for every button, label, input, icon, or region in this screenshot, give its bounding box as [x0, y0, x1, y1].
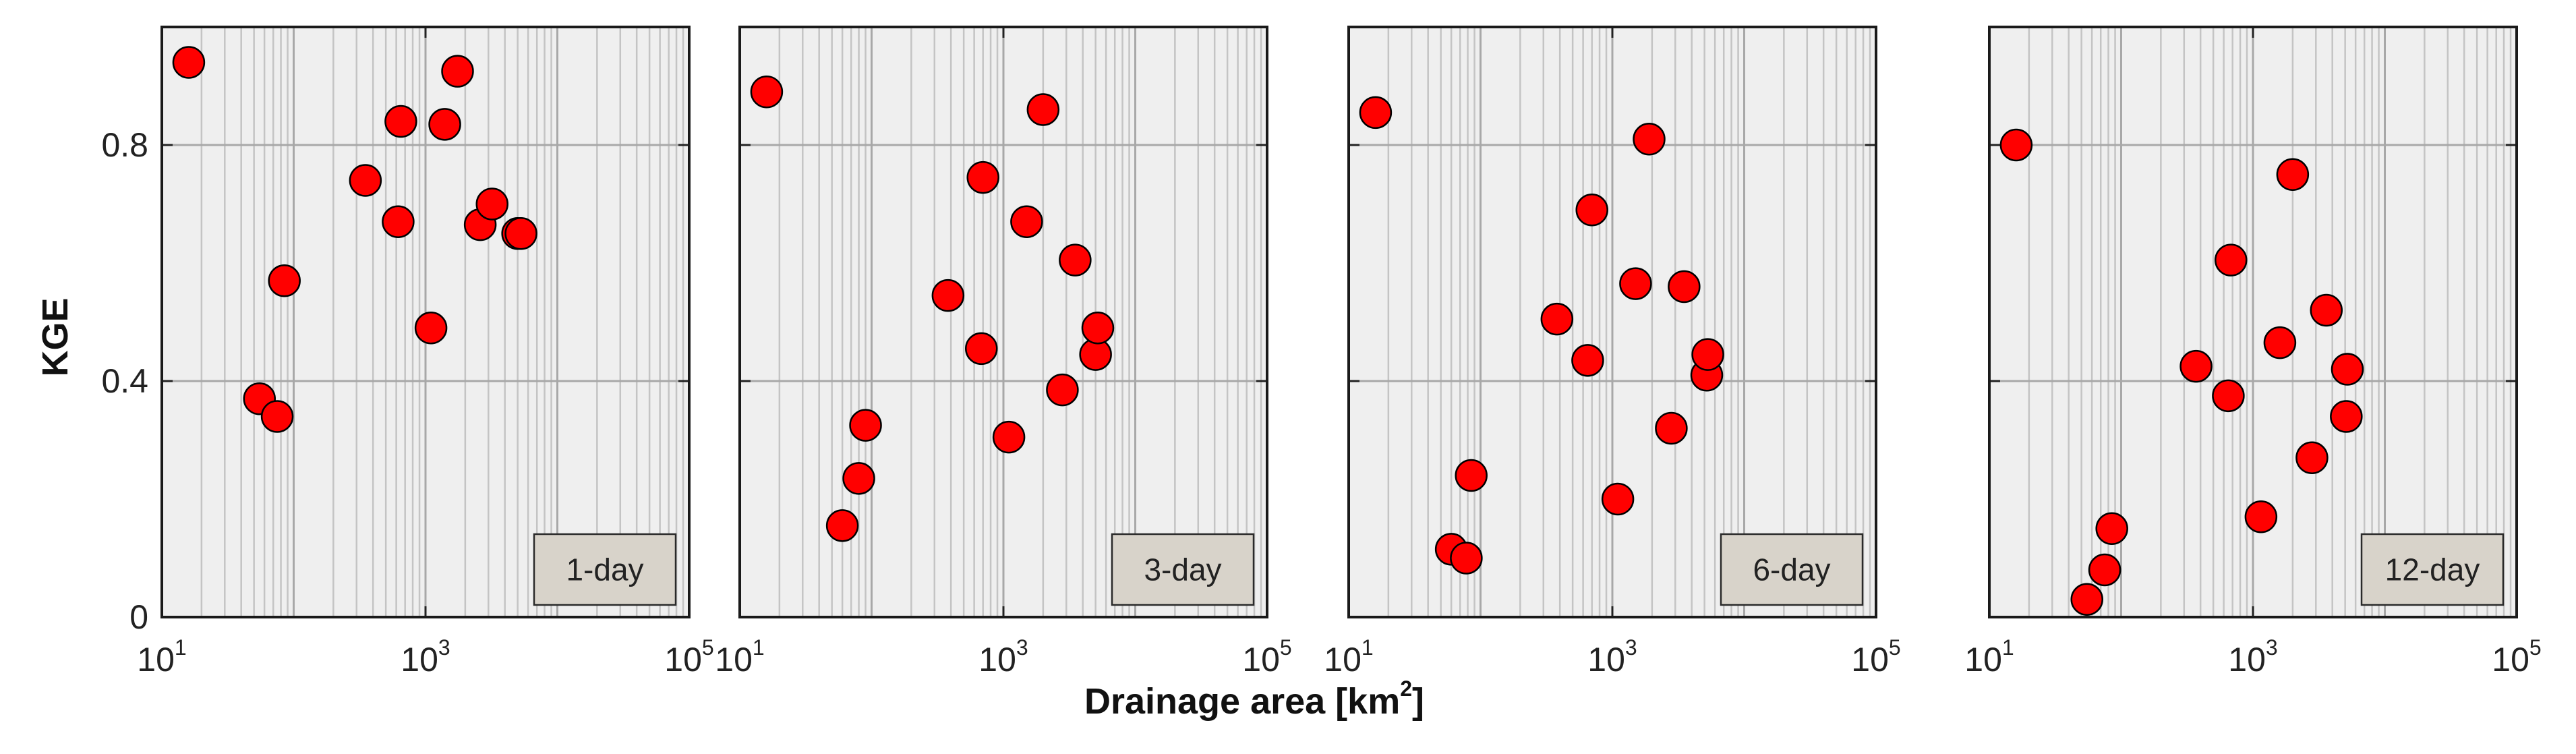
data-point: [825, 509, 859, 542]
y-tick-label: 0.8: [101, 126, 148, 164]
panel-label: 12-day: [2385, 552, 2480, 587]
plot-frame: [160, 26, 691, 618]
data-point: [382, 205, 415, 238]
data-point: [441, 55, 474, 88]
data-point: [1619, 267, 1652, 300]
data-point: [1691, 338, 1724, 371]
data-point: [1455, 459, 1488, 492]
data-point: [1633, 123, 1666, 156]
data-point: [842, 462, 875, 495]
x-tick-label: 103: [1587, 635, 1637, 678]
data-point: [1026, 93, 1060, 126]
data-point: [428, 108, 461, 141]
x-tick-label: 103: [401, 635, 450, 678]
data-point: [2215, 243, 2248, 277]
panel-label: 3-day: [1144, 552, 1221, 587]
plot-frame: [738, 26, 1268, 618]
data-point: [1571, 344, 1604, 377]
data-point: [2244, 500, 2278, 533]
data-point: [260, 400, 294, 433]
y-tick-label: 0: [129, 598, 148, 636]
panel-1: 1-day 0 0.4 0.8 101 103 105: [101, 26, 714, 678]
data-point: [1575, 194, 1608, 227]
panel-4: 12-day 101 103 105: [1964, 26, 2542, 678]
x-tick-label: 101: [1324, 635, 1373, 678]
panel-label: 1-day: [566, 552, 643, 587]
y-axis-label: KGE: [35, 297, 76, 376]
data-point: [1010, 205, 1043, 238]
data-point: [1601, 482, 1635, 516]
data-point: [172, 46, 206, 79]
data-point: [384, 105, 417, 138]
data-point: [992, 420, 1026, 454]
data-point: [849, 409, 882, 442]
data-point: [965, 332, 998, 366]
data-point: [1999, 128, 2033, 162]
plot-frame: [1988, 26, 2518, 618]
data-point: [931, 279, 965, 312]
x-tick-label: 105: [664, 635, 713, 678]
panel-label-box: [1720, 533, 1864, 606]
data-point: [1540, 302, 1574, 336]
panel-label-box: [2360, 533, 2505, 606]
panel-3: 6-day 101 103 105: [1324, 26, 1901, 678]
data-point: [2095, 512, 2128, 545]
plot-frame: [1347, 26, 1877, 618]
panel-label-box: [1111, 533, 1255, 606]
data-point: [2088, 553, 2121, 587]
data-point: [750, 76, 784, 109]
data-point: [2310, 293, 2343, 327]
data-point: [1046, 373, 1079, 407]
data-point: [966, 161, 999, 194]
panel-2: 3-day 101 103 105: [715, 26, 1292, 678]
x-tick-label: 101: [137, 635, 186, 678]
data-point: [414, 312, 448, 345]
x-tick-label: 105: [1851, 635, 1900, 678]
x-axis-label: Drainage area [km2]: [1084, 676, 1424, 722]
data-point: [2070, 583, 2103, 616]
x-tick-label: 101: [1964, 635, 2014, 678]
panel-label: 6-day: [1753, 552, 1830, 587]
data-point: [2330, 400, 2363, 433]
x-tick-label: 103: [978, 635, 1028, 678]
data-point: [1081, 312, 1115, 345]
x-tick-label: 105: [2492, 635, 2541, 678]
y-tick-label: 0.4: [101, 362, 148, 400]
data-point: [2263, 326, 2297, 359]
data-point: [1450, 542, 1483, 575]
data-point: [1359, 96, 1393, 129]
x-tick-label: 103: [2228, 635, 2277, 678]
data-point: [1668, 270, 1701, 303]
x-tick-label: 105: [1242, 635, 1291, 678]
data-point: [2212, 379, 2245, 413]
panel-label-box: [533, 533, 677, 606]
data-point: [2179, 349, 2213, 383]
data-point: [1059, 243, 1092, 277]
data-point: [268, 264, 301, 297]
x-tick-label: 101: [715, 635, 764, 678]
data-point: [504, 217, 537, 250]
data-point: [349, 164, 382, 197]
data-point: [2276, 158, 2310, 191]
data-point: [475, 187, 509, 221]
data-point: [1655, 411, 1688, 445]
data-point: [2331, 353, 2364, 386]
data-point: [2295, 441, 2329, 474]
